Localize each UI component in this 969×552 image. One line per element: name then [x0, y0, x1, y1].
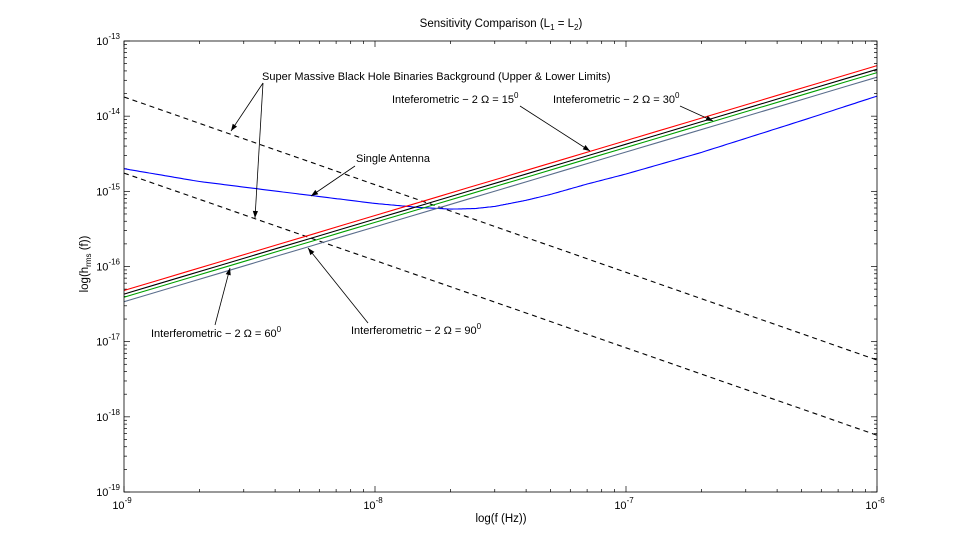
arrow-int15	[519, 105, 591, 152]
tick-labels: 10-9 10-8 10-7 10-6 10-19 10-18 10-17 10-16 10-1…	[96, 32, 885, 512]
arrow-single-head	[311, 189, 319, 196]
plot-area	[124, 41, 877, 492]
x-tick-label: 10-8	[363, 496, 383, 512]
arrow-int15-head	[582, 145, 590, 151]
annotation-bg: Super Massive Black Hole Binaries Backgr…	[262, 71, 610, 83]
arrow-bg-upper-head	[231, 123, 238, 131]
y-tick-label: 10-18	[96, 408, 120, 424]
arrow-single	[310, 165, 356, 197]
series-line-single	[123, 95, 878, 210]
x-tick-label: 10-9	[112, 496, 132, 512]
series-line-int90	[123, 76, 878, 303]
y-axis-label: log(hrms (f))	[79, 235, 93, 292]
arrow-int60-head	[225, 268, 231, 276]
x-tick-label: 10-7	[614, 496, 634, 512]
annotations: Super Massive Black Hole Binaries Backgr…	[151, 71, 680, 340]
series-line-int60	[123, 72, 878, 298]
y-tick-label: 10-17	[96, 333, 120, 349]
y-tick-label: 10-13	[96, 32, 120, 48]
y-tick-label: 10-14	[96, 107, 120, 123]
annotation-int90: Interferometric − 2 Ω = 900	[351, 322, 482, 337]
y-tick-label: 10-19	[96, 483, 120, 499]
chart-title: Sensitivity Comparison (L1 = L2)	[420, 18, 583, 32]
x-tick-label: 10-6	[865, 496, 885, 512]
series-line-bg_upper	[123, 96, 878, 361]
plot-frame	[123, 40, 878, 493]
annotation-int15: Inteferometric − 2 Ω = 150	[392, 91, 519, 106]
annotation-int60: Interferometric − 2 Ω = 600	[151, 325, 282, 340]
y-tick-label: 10-16	[96, 258, 120, 274]
x-axis-label: log(f (Hz))	[475, 513, 526, 525]
arrow-int90-head	[308, 248, 315, 256]
arrow-bg-upper	[230, 82, 264, 132]
arrow-bg-lower-head	[252, 210, 259, 218]
annotation-single: Single Antenna	[356, 153, 431, 165]
series-line-int15	[123, 65, 878, 292]
arrow-int90	[307, 247, 369, 324]
series-line-bg_lower	[123, 172, 878, 436]
series-line-int30	[123, 68, 878, 295]
annotation-int30: Inteferometric − 2 Ω = 300	[553, 91, 680, 106]
y-tick-label: 10-15	[96, 182, 120, 198]
axis-ticks	[123, 40, 878, 493]
arrow-bg-lower	[254, 82, 264, 219]
series-layer	[123, 65, 878, 436]
arrow-int60	[214, 267, 231, 326]
arrow-int30-head	[705, 115, 713, 121]
annotation-arrows	[214, 82, 714, 326]
